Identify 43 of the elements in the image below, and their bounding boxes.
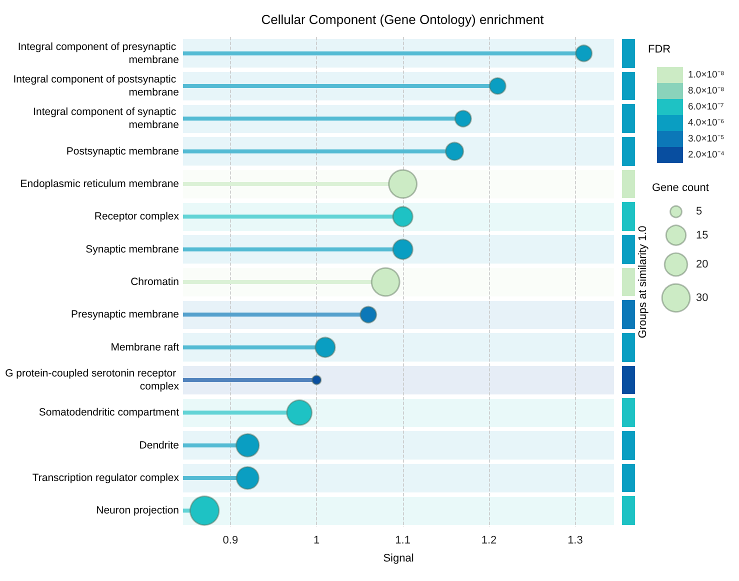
point [286,399,313,426]
legend-label: 3.0×10⁻⁵ [688,134,724,144]
legend-label: 5 [696,206,702,218]
y-tick-label: Synaptic membrane [86,243,180,256]
x-axis-title: Signal [383,552,414,564]
y-tick-label: Endoplasmic reticulum membrane [20,178,180,190]
y-tick-label: Postsynaptic membrane [66,145,180,158]
y-tick-label: Transcription regulator complex [32,472,180,484]
legend-label: 30 [696,292,708,304]
y-tick-label: Chromatin [130,276,180,288]
legend-label: 6.0×10⁻⁷ [688,102,724,112]
y-tick-label: Neuron projection [96,504,180,517]
y-tick-label: Somatodendritic compartment [38,406,180,419]
y-tick-label: Membrane raft [110,341,180,354]
y-tick-label: G protein-coupled serotonin receptor complex [5,368,180,392]
point [370,267,400,297]
point [314,336,336,358]
legend-title: FDR [648,44,671,56]
legend-label: 1.0×10⁻⁸ [688,70,724,80]
y-tick-label: Dendrite [139,439,180,452]
legend-label: 2.0×10⁻⁴ [688,150,724,160]
text: Groups at similarity 1.0 [637,226,649,338]
y-tick-label: Receptor complex [94,210,180,223]
x-tick-label: 1.1 [395,534,410,546]
legend-label: 20 [696,258,708,271]
point [360,306,378,324]
legend-label: 15 [696,229,708,242]
y-tick-label: Integral component of postsynaptic membrane [13,74,180,98]
point [311,374,322,386]
y-tick-label: Presynaptic membrane [71,308,180,321]
legend-label: 4.0×10⁻⁶ [688,118,724,128]
x-tick-label: 1.3 [568,534,583,546]
y-tick-label: Integral component of synaptic membrane [33,106,180,132]
legend-label: 8.0×10⁻⁸ [688,86,724,96]
point [388,169,418,199]
y-tick-label: Integral component of presynaptic membrane [18,40,180,66]
point [444,142,464,161]
text: Gene count [652,182,709,194]
chart-title: Cellular Component (Gene Ontology) enrichment [261,12,544,27]
point [392,238,414,260]
x-tick-label: 0.9 [222,534,238,546]
x-tick-label: 1 [314,534,320,546]
x-tick-label: 1.2 [481,534,497,546]
